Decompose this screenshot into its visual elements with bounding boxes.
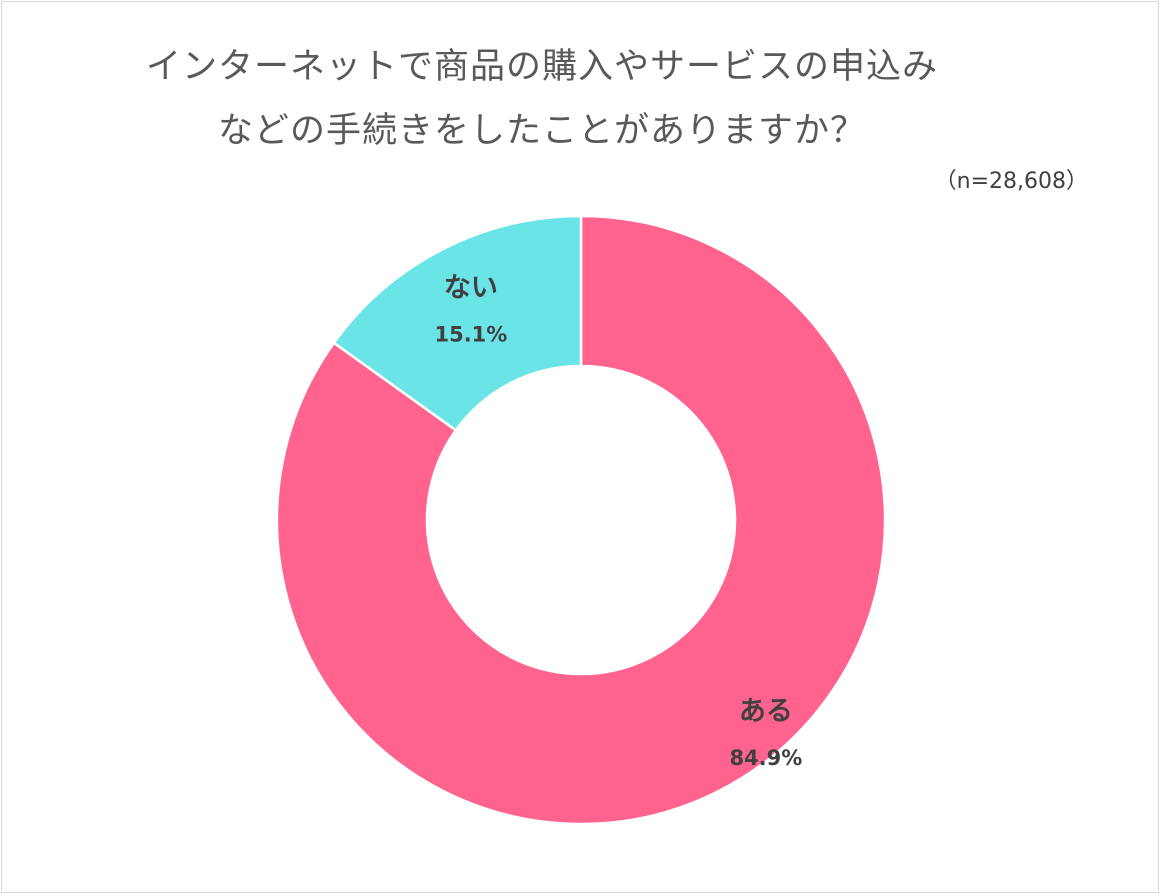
donut-labels: ある 84.9% ない 15.1%	[434, 273, 802, 770]
slice-value-label: 15.1%	[434, 323, 507, 347]
donut-slices	[275, 214, 887, 826]
donut-slice-2	[332, 214, 583, 433]
donut-slice-1	[275, 214, 887, 826]
chart-title-line-1: インターネットで商品の購入やサービスの申込み	[145, 47, 938, 87]
slice-category-label: ない	[444, 273, 498, 304]
slice-value-label: 84.9%	[729, 746, 802, 770]
slice-category-label: ある	[739, 696, 793, 727]
chart-title-line-2: などの手続きをしたことがありますか？	[217, 111, 866, 151]
sample-size-note: （n=28,608）	[934, 169, 1088, 194]
